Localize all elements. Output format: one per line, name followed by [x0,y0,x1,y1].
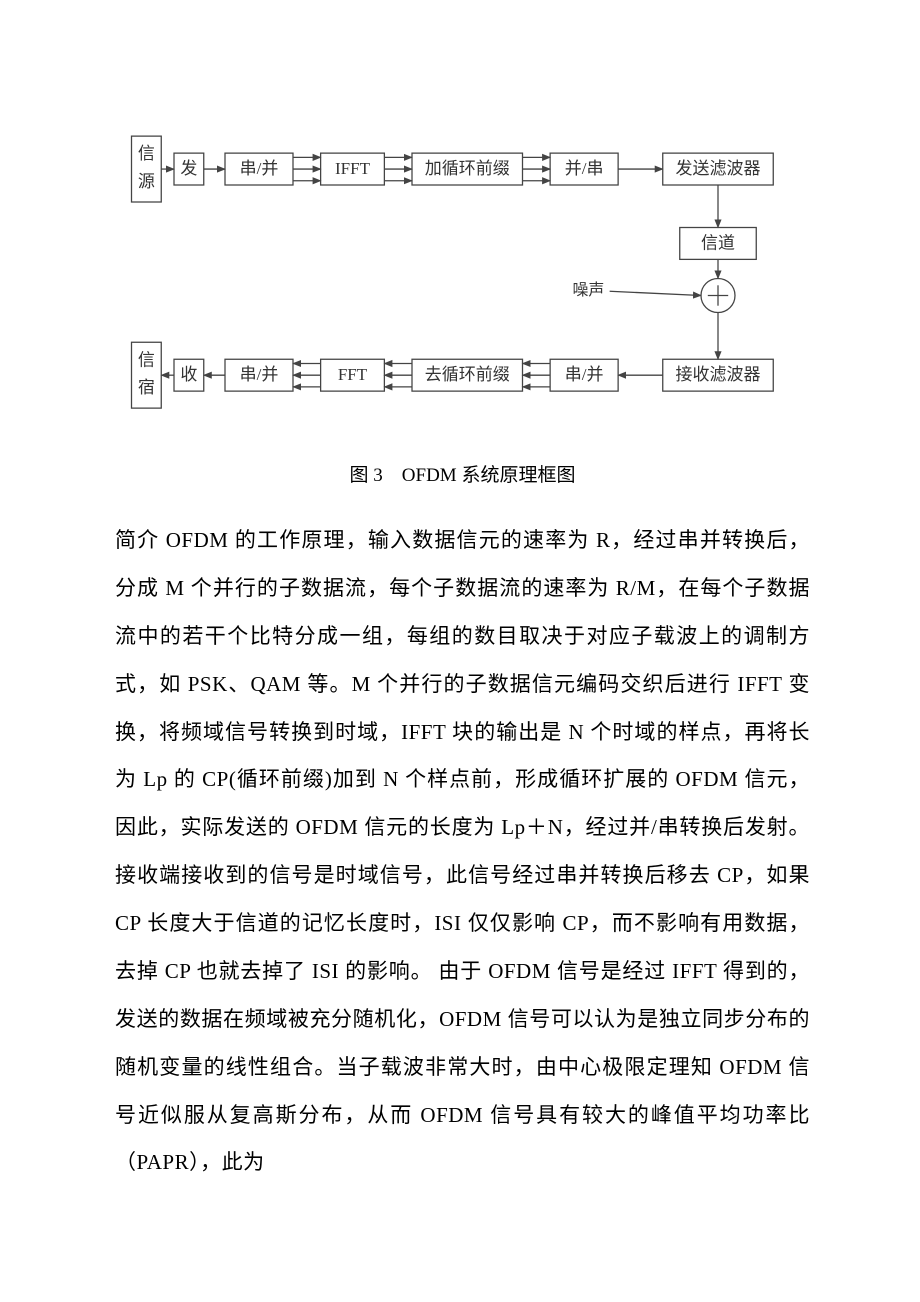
svg-text:发送滤波器: 发送滤波器 [675,159,760,178]
svg-text:发: 发 [180,159,197,178]
svg-text:收: 收 [180,365,197,384]
noise-label: 噪声 [572,281,604,299]
svg-text:信道: 信道 [701,233,735,252]
svg-text:串/并: 串/并 [239,365,278,384]
svg-text:IFFT: IFFT [335,159,371,178]
svg-text:信: 信 [137,144,154,163]
svg-text:并/串: 并/串 [564,159,603,178]
svg-text:去循环前缀: 去循环前缀 [424,365,509,384]
body-paragraph: 简介 OFDM 的工作原理，输入数据信元的速率为 R，经过串并转换后，分成 M … [115,517,810,1187]
diagram-svg: 信源发串/并IFFT加循环前缀并/串发送滤波器信道噪声接收滤波器串/并去循环前缀… [123,120,803,420]
svg-text:信: 信 [137,350,154,369]
ofdm-block-diagram: 信源发串/并IFFT加循环前缀并/串发送滤波器信道噪声接收滤波器串/并去循环前缀… [123,120,803,420]
svg-text:FFT: FFT [337,365,367,384]
svg-text:加循环前缀: 加循环前缀 [424,159,509,178]
svg-text:接收滤波器: 接收滤波器 [675,365,760,384]
svg-text:串/并: 串/并 [564,365,603,384]
figure-caption: 图 3 OFDM 系统原理框图 [115,460,810,487]
svg-text:串/并: 串/并 [239,159,278,178]
svg-text:宿: 宿 [137,378,154,397]
svg-text:源: 源 [137,172,154,191]
